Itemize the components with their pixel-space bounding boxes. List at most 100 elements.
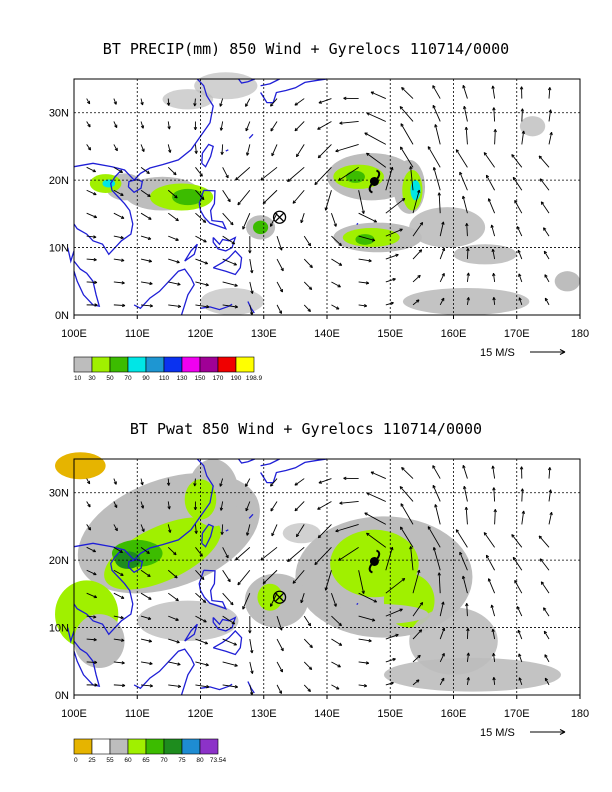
- wind-arrow-head: [220, 127, 224, 131]
- wind-arrow-head: [120, 169, 123, 173]
- wind-arrow-shaft: [518, 297, 523, 306]
- colorbar-swatch: [91, 356, 111, 373]
- wind-arrow: [86, 98, 91, 105]
- wind-arrow: [222, 304, 238, 309]
- colorbar-label: 198.9: [246, 375, 263, 382]
- wind-arrow: [370, 91, 387, 99]
- wind-arrow-shaft: [358, 212, 377, 223]
- wind-arrow: [140, 235, 152, 240]
- wind-arrow: [113, 189, 124, 196]
- wind-arrow: [462, 85, 468, 99]
- wind-arrow-shaft: [249, 258, 253, 274]
- wind-arrow-head: [194, 126, 198, 131]
- wind-arrow-shaft: [235, 166, 251, 181]
- wind-arrow: [140, 144, 145, 152]
- wind-arrow: [518, 273, 523, 283]
- wind-arrow-shaft: [370, 91, 387, 99]
- wind-arrow: [168, 304, 182, 308]
- wind-arrow: [358, 281, 370, 285]
- wind-arrow-shaft: [276, 258, 284, 272]
- wind-arrow: [167, 121, 171, 130]
- wind-arrow: [168, 281, 181, 286]
- colorbar-label: 50: [106, 375, 114, 382]
- tropical-storm-icon: [368, 169, 381, 194]
- coastline: [356, 222, 359, 226]
- gyre-location-icon: [272, 210, 287, 224]
- y-tick-label: 30N: [49, 108, 69, 120]
- wind-arrow-shaft: [140, 166, 150, 174]
- wind-arrow-head: [93, 235, 97, 238]
- colorbar-swatch: [73, 356, 93, 373]
- wind-arrow: [364, 132, 387, 145]
- wind-arrow: [432, 104, 441, 122]
- colorbar-label: 90: [142, 375, 150, 382]
- wind-arrow: [167, 189, 178, 199]
- wind-arrow-shaft: [331, 281, 341, 288]
- wind-arrow-head: [94, 214, 98, 218]
- y-tick-label: 0N: [55, 310, 69, 322]
- wind-arrow-head: [441, 273, 445, 276]
- wind-arrow-shaft: [385, 198, 406, 214]
- wind-arrow: [339, 121, 359, 125]
- wind-arrow-shaft: [195, 189, 205, 200]
- wind-arrow-head: [245, 128, 249, 132]
- wind-arrow: [439, 247, 446, 260]
- wind-arrow: [483, 152, 495, 168]
- wind-arrow: [492, 107, 496, 122]
- wind-arrow-shaft: [167, 98, 170, 106]
- wind-arrow-head: [149, 259, 152, 262]
- gyre-cross: [274, 212, 285, 222]
- wind-arrow-head: [270, 129, 274, 132]
- wind-arrow-shaft: [221, 144, 224, 155]
- wind-arrow-shaft: [222, 167, 229, 179]
- wind-arrow-shaft: [385, 228, 403, 237]
- wind-arrow-head: [300, 220, 304, 224]
- wind-arrow-shaft: [410, 166, 414, 191]
- wind-arrow-shaft: [300, 213, 305, 223]
- wind-arrow: [167, 212, 179, 222]
- coastline: [127, 178, 144, 194]
- wind-arrow: [343, 96, 359, 101]
- wind-arrow-head: [441, 297, 445, 301]
- wind-arrow-head: [142, 101, 144, 106]
- wind-arrow-shaft: [331, 213, 337, 227]
- wind-arrow-head: [121, 258, 125, 261]
- wind-arrow: [432, 167, 441, 191]
- wind-arrow-shaft: [195, 258, 208, 265]
- wind-arrow-head: [251, 270, 254, 274]
- wind-arrow: [249, 258, 254, 274]
- shaded-region: [172, 188, 204, 206]
- wind-arrow: [195, 258, 209, 265]
- wind-arrow: [222, 258, 237, 266]
- wind-arrow: [427, 146, 441, 168]
- x-tick-label: 170E: [504, 328, 530, 340]
- wind-arrow: [493, 129, 497, 145]
- wind-arrow-head: [245, 104, 249, 107]
- wind-arrow: [358, 304, 368, 308]
- wind-arrow-shaft: [543, 227, 550, 237]
- wind-arrow-shaft: [548, 109, 552, 122]
- shaded-region: [409, 207, 486, 248]
- wind-arrow-shaft: [195, 304, 210, 308]
- wind-arrow: [287, 166, 305, 183]
- coastline: [73, 78, 214, 182]
- wind-arrow: [543, 227, 550, 237]
- wind-arrow-head: [94, 303, 98, 306]
- coastline: [260, 78, 328, 104]
- wind-arrow: [113, 121, 118, 128]
- wind-arrow: [113, 144, 118, 152]
- wind-arrow-head: [417, 189, 420, 193]
- wind-arrow: [222, 190, 231, 203]
- wind-arrow-head: [493, 129, 496, 133]
- wind-arrow: [519, 86, 524, 99]
- wind-arrow-shaft: [544, 297, 550, 306]
- wind-arrow-shaft: [514, 200, 523, 214]
- wind-arrow-shaft: [86, 189, 97, 196]
- colorbar-label: 150: [195, 375, 206, 382]
- colorbar-swatch: [199, 356, 219, 373]
- wind-arrow: [512, 176, 523, 191]
- wind-arrow-shaft: [385, 278, 396, 283]
- wind-arrow-head: [432, 167, 435, 171]
- storm-tail: [375, 169, 381, 180]
- wind-arrow-shaft: [167, 189, 178, 199]
